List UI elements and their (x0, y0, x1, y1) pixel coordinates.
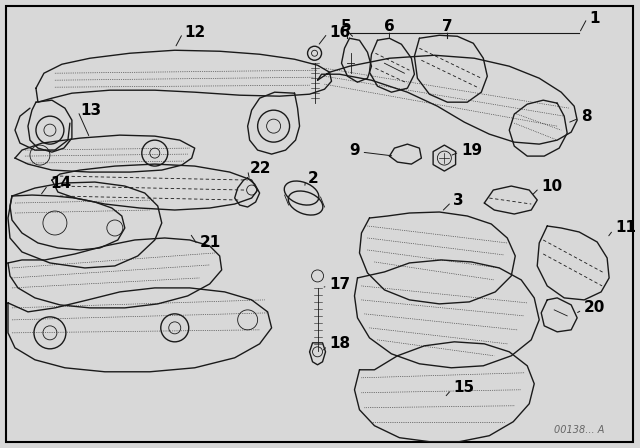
Text: 7: 7 (442, 19, 452, 34)
Text: 3: 3 (453, 193, 464, 207)
Text: 2: 2 (308, 171, 318, 185)
Text: 19: 19 (461, 142, 483, 158)
Text: 16: 16 (330, 25, 351, 40)
Text: 20: 20 (584, 300, 605, 315)
Text: 14: 14 (50, 176, 71, 190)
Text: 5: 5 (341, 19, 352, 34)
Text: 00138... A: 00138... A (554, 425, 605, 435)
Text: 10: 10 (541, 179, 563, 194)
Text: 18: 18 (330, 336, 351, 351)
Text: 1: 1 (589, 11, 600, 26)
Text: 22: 22 (250, 160, 271, 176)
Text: 21: 21 (200, 236, 221, 250)
Text: 11: 11 (615, 220, 636, 236)
Text: 15: 15 (453, 380, 474, 395)
Text: 6: 6 (384, 19, 395, 34)
Text: 17: 17 (330, 277, 351, 293)
Text: 8: 8 (581, 109, 592, 124)
Text: 13: 13 (80, 103, 101, 118)
Text: 12: 12 (185, 25, 206, 40)
Text: 9: 9 (349, 142, 360, 158)
